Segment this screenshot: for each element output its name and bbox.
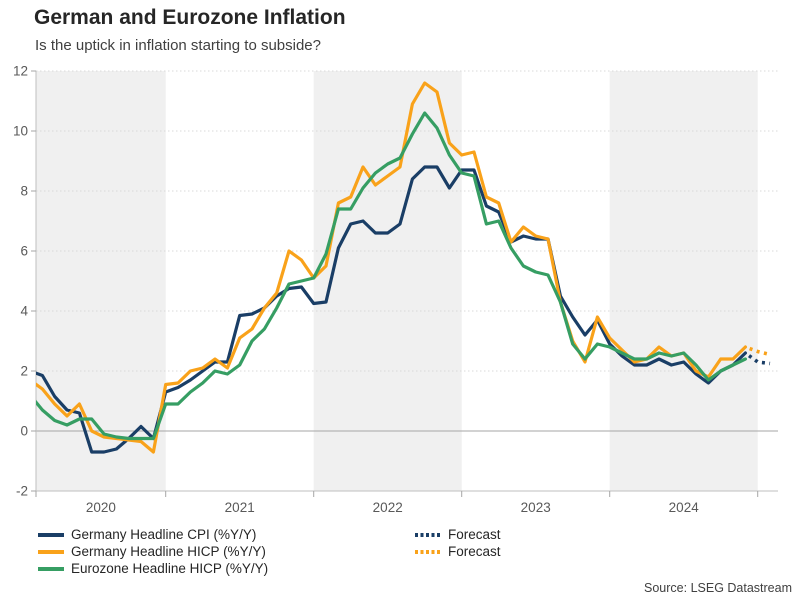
- year-band-2024: [609, 71, 758, 491]
- forecast-line-germany-cpi: [744, 351, 771, 366]
- source-credit: Source: LSEG Datastream: [644, 581, 792, 595]
- germany-hicp-line-swatch: [38, 549, 64, 554]
- forecast-line-germany-hicp: [744, 345, 771, 357]
- legend-item-germany-hicp: Germany Headline HICP (%Y/Y): [38, 543, 266, 560]
- y-tick-label: 6: [20, 244, 28, 259]
- inflation-line-chart: -2 0 2 4 6 8 10 12 2020 2021 2022 2023 2024: [13, 64, 778, 515]
- x-year-label: 2020: [86, 500, 116, 515]
- y-tick-label: 0: [20, 424, 28, 439]
- legend-label: Germany Headline HICP (%Y/Y): [71, 544, 266, 559]
- y-tick-label: -2: [16, 484, 28, 499]
- x-year-label: 2021: [225, 500, 255, 515]
- germany-cpi-line-swatch: [38, 532, 64, 537]
- chart-title: German and Eurozone Inflation: [34, 6, 346, 29]
- legend-item-forecast-hicp: Forecast: [415, 543, 501, 560]
- y-tick-label: 12: [13, 64, 28, 79]
- chart-subtitle: Is the uptick in inflation starting to s…: [35, 37, 321, 54]
- x-year-label: 2024: [669, 500, 700, 515]
- eurozone-hicp-line-swatch: [38, 566, 64, 571]
- legend-label: Forecast: [448, 544, 501, 559]
- series-line-germany-cpi: [36, 165, 747, 454]
- x-year-label: 2022: [373, 500, 403, 515]
- y-tick-label: 8: [20, 184, 28, 199]
- legend-item-eurozone-hicp: Eurozone Headline HICP (%Y/Y): [38, 560, 268, 577]
- legend-item-germany-cpi: Germany Headline CPI (%Y/Y): [38, 526, 256, 543]
- series-line-eurozone-hicp: [36, 111, 747, 441]
- x-year-label: 2023: [521, 500, 551, 515]
- legend-item-forecast-cpi: Forecast: [415, 526, 501, 543]
- y-tick-label: 2: [20, 364, 28, 379]
- y-tick-label: 10: [13, 124, 28, 139]
- legend-label: Forecast: [448, 527, 501, 542]
- forecast-hicp-dotted-swatch: [415, 549, 441, 554]
- legend-label: Eurozone Headline HICP (%Y/Y): [71, 561, 269, 576]
- forecast-cpi-dotted-swatch: [415, 532, 441, 537]
- year-band-2022: [313, 71, 462, 491]
- y-tick-label: 4: [20, 304, 28, 319]
- legend-label: Germany Headline CPI (%Y/Y): [71, 527, 257, 542]
